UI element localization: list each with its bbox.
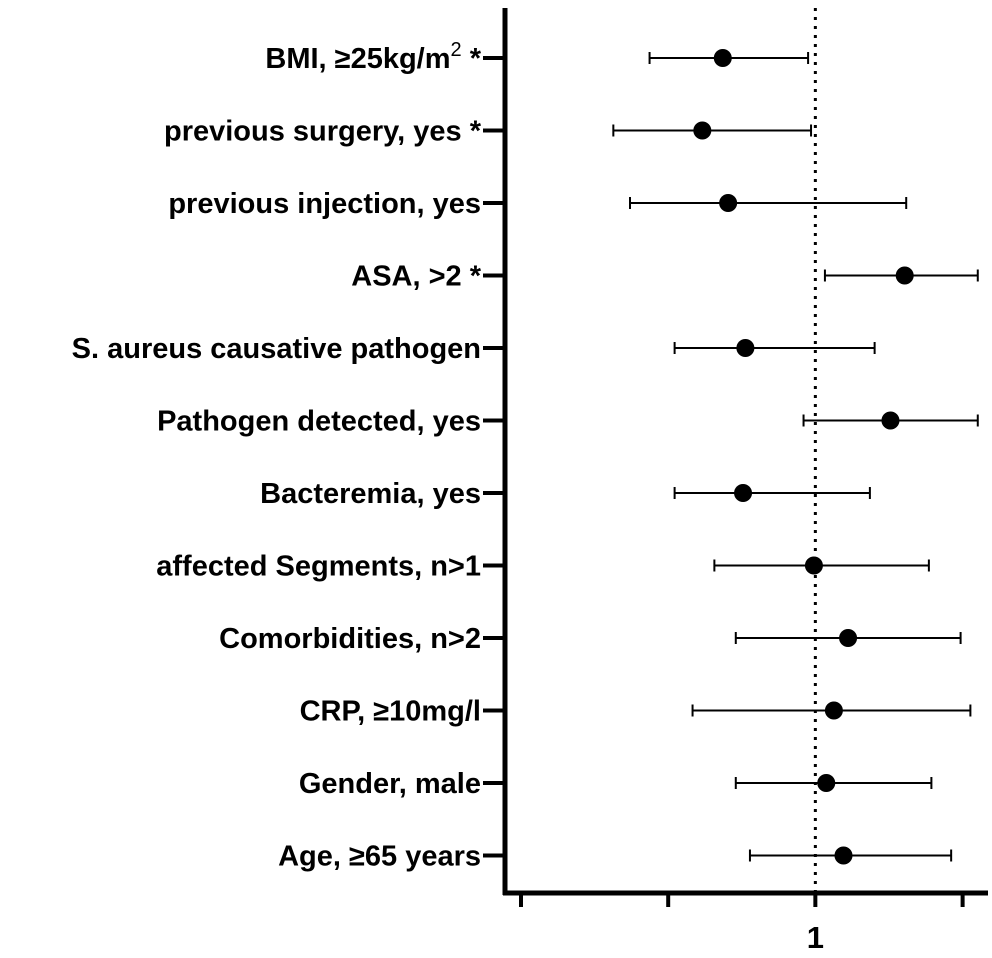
category-label: Comorbidities, n>2: [219, 623, 481, 655]
points-layer: [693, 49, 914, 865]
point-estimate: [839, 629, 858, 647]
category-label: CRP, ≥10mg/l: [300, 696, 481, 728]
category-label: Age, ≥65 years: [278, 841, 481, 873]
error-bars-layer: [612, 52, 979, 862]
category-label: previous surgery, yes *: [164, 116, 482, 148]
category-label: affected Segments, n>1: [156, 551, 481, 583]
point-estimate: [895, 266, 914, 285]
point-estimate: [734, 484, 753, 502]
point-estimate: [736, 339, 755, 357]
category-label: S. aureus causative pathogen: [72, 333, 481, 365]
point-estimate: [804, 556, 823, 575]
category-label: ASA, >2 *: [351, 261, 481, 293]
category-label: BMI, ≥25kg/m2 *: [265, 39, 481, 75]
point-estimate: [824, 701, 843, 720]
category-label: Bacteremia, yes: [260, 478, 481, 510]
category-labels-layer: BMI, ≥25kg/m2 * previous surgery, yes * pr…: [72, 39, 482, 873]
category-label: Pathogen detected, yes: [157, 406, 481, 438]
axes-layer: [483, 8, 988, 896]
point-estimate: [719, 194, 738, 212]
point-estimate: [713, 49, 732, 67]
category-label: previous injection, yes: [168, 188, 481, 220]
x-tick-layer: 1: [519, 893, 965, 955]
point-estimate: [881, 411, 900, 430]
point-estimate: [693, 121, 712, 140]
category-label: Gender, male: [299, 768, 481, 800]
point-estimate: [817, 774, 836, 792]
point-estimate: [834, 846, 853, 865]
x-tick-label: 1: [807, 920, 824, 955]
